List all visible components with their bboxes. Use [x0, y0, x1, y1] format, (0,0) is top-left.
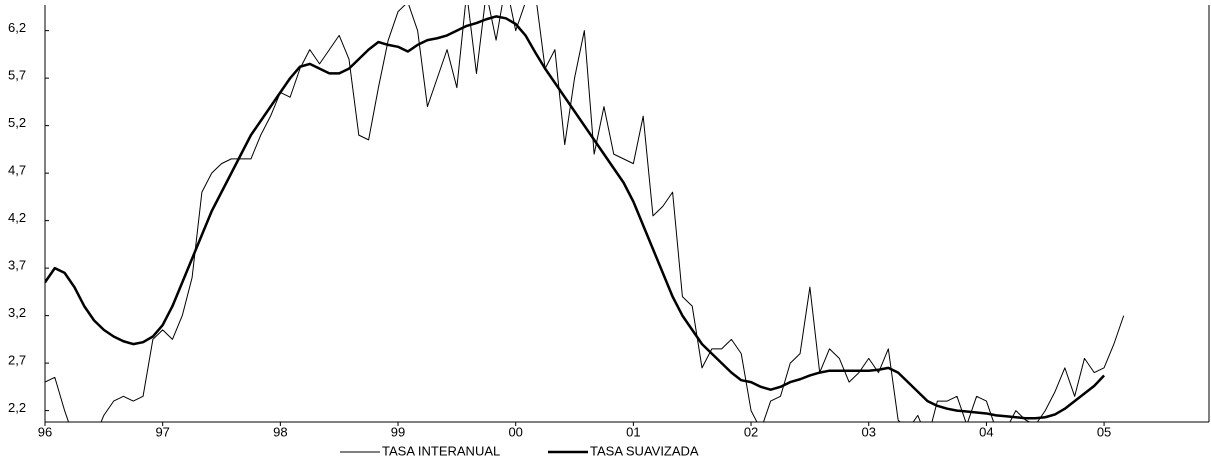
x-tick-label: 99 [391, 424, 405, 439]
x-tick-label: 04 [979, 424, 993, 439]
legend-label: TASA INTERANUAL [382, 443, 500, 458]
x-tick-label: 05 [1097, 424, 1111, 439]
data-line [45, 15, 1105, 420]
plot-area [45, 5, 1125, 422]
x-tick-label: 98 [273, 424, 287, 439]
x-tick-label: 02 [744, 424, 758, 439]
y-tick-label: 5,2 [8, 115, 26, 130]
x-tick-label: 00 [508, 424, 522, 439]
y-tick-label: 2,2 [8, 400, 26, 415]
y-tick-label: 3,7 [8, 258, 26, 273]
y-tick-label: 5,7 [8, 68, 26, 83]
y-tick-label: 2,7 [8, 353, 26, 368]
legend-label: TASA SUAVIZADA [590, 443, 699, 458]
y-tick-label: 4,2 [8, 210, 26, 225]
y-tick-label: 4,7 [8, 163, 26, 178]
y-tick-label: 6,2 [8, 20, 26, 35]
data-line [45, 5, 1125, 422]
x-tick-label: 01 [626, 424, 640, 439]
x-tick-label: 97 [155, 424, 169, 439]
x-tick-label: 96 [38, 424, 52, 439]
x-tick-label: 03 [861, 424, 875, 439]
y-tick-label: 3,2 [8, 305, 26, 320]
